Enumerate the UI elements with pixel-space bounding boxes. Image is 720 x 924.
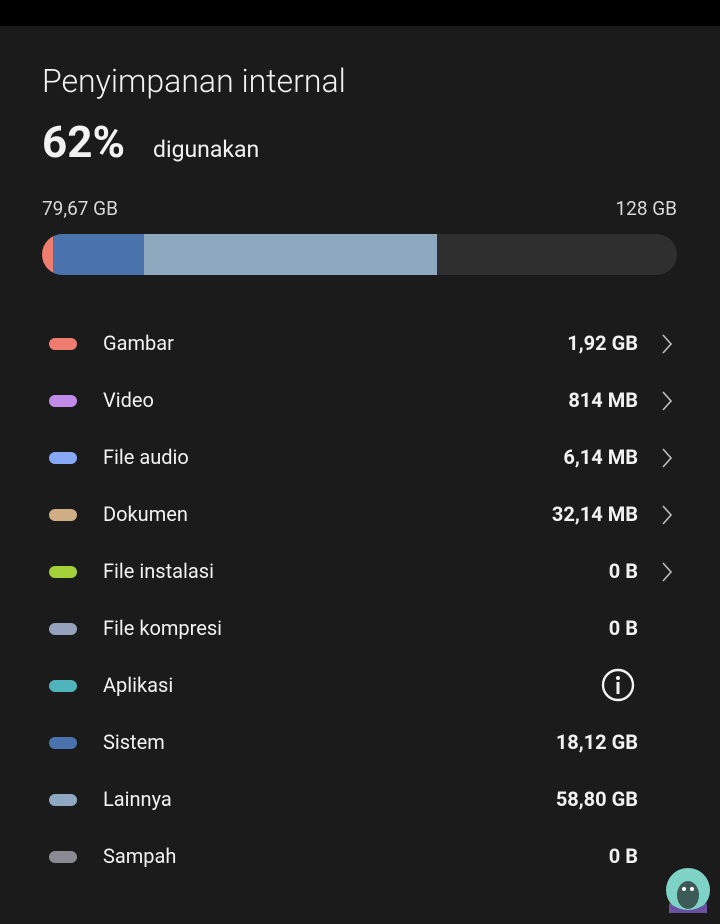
item-label: Sistem bbox=[103, 730, 165, 754]
item-label: Dokumen bbox=[103, 502, 188, 526]
color-dot bbox=[49, 851, 77, 863]
total-capacity: 128 GB bbox=[615, 197, 677, 220]
item-label: Sampah bbox=[103, 844, 177, 868]
item-size: 0 B bbox=[608, 844, 638, 868]
storage-bar bbox=[42, 234, 677, 275]
bar-segment bbox=[42, 234, 53, 275]
item-size: 6,14 MB bbox=[563, 445, 638, 469]
info-icon[interactable] bbox=[601, 668, 635, 702]
chevron[interactable] bbox=[658, 504, 676, 526]
item-size: 0 B bbox=[608, 616, 638, 640]
item-label: Video bbox=[103, 388, 154, 412]
item-size: 58,80 GB bbox=[555, 787, 638, 811]
list-row[interactable]: Video 814 MB bbox=[0, 372, 720, 429]
item-label: File instalasi bbox=[103, 559, 214, 583]
item-label: Aplikasi bbox=[103, 673, 174, 697]
used-percent: 62% bbox=[42, 116, 126, 168]
color-dot bbox=[49, 623, 77, 635]
item-size: 814 MB bbox=[568, 388, 638, 412]
item-size: 0 B bbox=[608, 559, 638, 583]
item-size: 1,92 GB bbox=[567, 331, 638, 355]
bar-segment bbox=[53, 234, 144, 275]
list-row[interactable]: File kompresi 0 B bbox=[0, 600, 720, 657]
item-label: Gambar bbox=[103, 331, 174, 355]
item-label: File audio bbox=[103, 445, 189, 469]
list-row[interactable]: Sistem 18,12 GB bbox=[0, 714, 720, 771]
used-capacity: 79,67 GB bbox=[42, 197, 118, 220]
list-row[interactable]: Lainnya 58,80 GB bbox=[0, 771, 720, 828]
avatar[interactable] bbox=[665, 867, 711, 913]
color-dot bbox=[49, 338, 77, 350]
color-dot bbox=[49, 794, 77, 806]
item-label: File kompresi bbox=[103, 616, 223, 640]
color-dot bbox=[49, 509, 77, 521]
title: Penyimpanan internal bbox=[42, 62, 346, 100]
status-bar bbox=[0, 0, 720, 26]
chevron[interactable] bbox=[658, 333, 676, 355]
chevron[interactable] bbox=[658, 447, 676, 469]
used-label: digunakan bbox=[153, 136, 260, 163]
item-size: 32,14 MB bbox=[551, 502, 638, 526]
item-label: Lainnya bbox=[103, 787, 172, 811]
bar-segment bbox=[144, 234, 437, 275]
list-row[interactable]: Aplikasi bbox=[0, 657, 720, 714]
list-row[interactable]: File instalasi 0 B bbox=[0, 543, 720, 600]
list-row[interactable]: File audio 6,14 MB bbox=[0, 429, 720, 486]
list-row[interactable]: Dokumen 32,14 MB bbox=[0, 486, 720, 543]
chevron[interactable] bbox=[658, 561, 676, 583]
color-dot bbox=[49, 395, 77, 407]
item-size: 18,12 GB bbox=[555, 730, 638, 754]
color-dot bbox=[49, 566, 77, 578]
list-row[interactable]: Sampah 0 B bbox=[0, 828, 720, 885]
list-row[interactable]: Gambar 1,92 GB bbox=[0, 315, 720, 372]
color-dot bbox=[49, 452, 77, 464]
color-dot bbox=[49, 737, 77, 749]
color-dot bbox=[49, 680, 77, 692]
chevron[interactable] bbox=[658, 390, 676, 412]
